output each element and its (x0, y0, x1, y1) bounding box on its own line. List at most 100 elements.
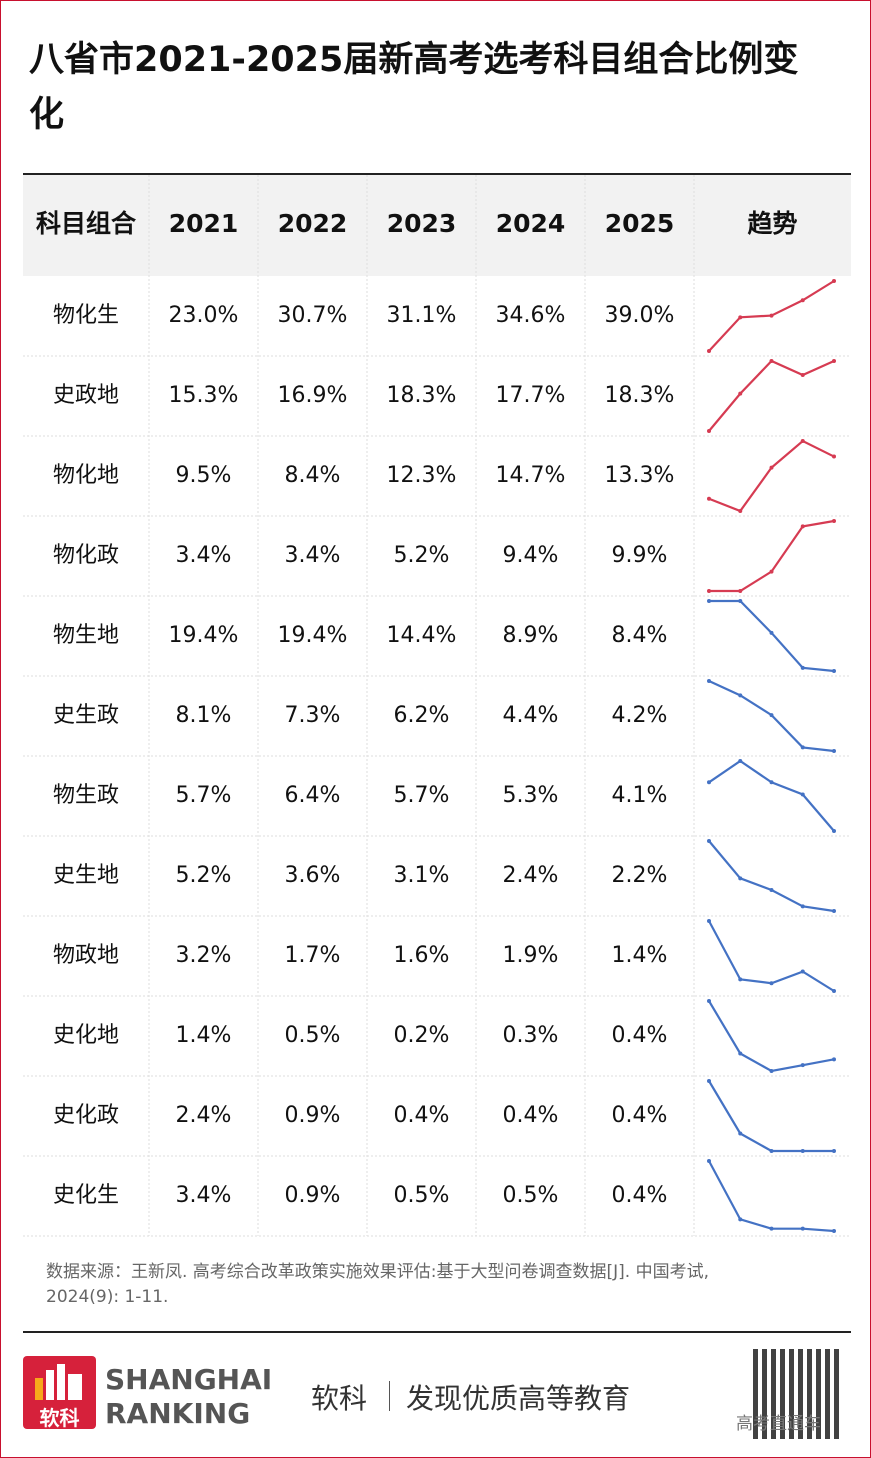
row-label: 史政地 (53, 383, 119, 408)
cell: 3.6% (285, 863, 341, 888)
cell: 9.4% (503, 543, 559, 568)
header-cell: 2025 (605, 209, 675, 238)
sparkline-point (769, 1149, 774, 1153)
header-bg (23, 175, 851, 276)
sparkline-point (738, 1051, 743, 1056)
cell: 1.4% (612, 943, 668, 968)
sparkline-point (707, 780, 711, 785)
cell: 0.3% (503, 1023, 559, 1048)
row-label: 物政地 (53, 943, 119, 968)
cell: 5.2% (394, 543, 450, 568)
cell: 16.9% (278, 383, 348, 408)
header-cell: 2022 (278, 209, 348, 238)
cell: 2.2% (612, 863, 668, 888)
cell: 0.5% (503, 1183, 559, 1208)
sparkline-point (800, 969, 805, 974)
sparkline-point (769, 888, 774, 892)
sparkline-point (800, 792, 805, 797)
sparkline-point (832, 1057, 836, 1062)
sparkline-point (707, 429, 711, 433)
sparkline-point (738, 1217, 743, 1222)
sparkline (709, 599, 835, 673)
sparkline-point (707, 919, 711, 923)
slogan: 发现优质高等教育 (406, 1382, 631, 1415)
sparkline-point (769, 630, 774, 635)
sparkline-point (738, 391, 743, 396)
sparkline-point (738, 509, 743, 513)
row-label: 物生地 (53, 623, 119, 648)
sparkline-point (800, 904, 805, 909)
divider (389, 1381, 390, 1411)
cell: 0.4% (394, 1103, 450, 1128)
sparkline (708, 759, 835, 832)
sparkline-point (832, 909, 836, 913)
title: 八省市2021-2025届新高考选考科目组合比例变化 (29, 40, 799, 135)
sparkline-point (738, 977, 743, 982)
row-label: 物化政 (53, 543, 119, 568)
row-label: 史生地 (53, 863, 119, 888)
sparkline (708, 1000, 835, 1073)
sparkline-point (769, 569, 774, 574)
cell: 9.5% (176, 463, 232, 488)
sparkline-point (832, 279, 836, 283)
sparkline-point (800, 373, 805, 377)
sparkline-point (738, 1131, 743, 1136)
row-label: 物生政 (53, 783, 119, 808)
row-label: 史化地 (53, 1023, 119, 1048)
sparkline-point (707, 349, 711, 353)
sparkline-point (800, 524, 805, 529)
cell: 18.3% (605, 383, 675, 408)
sparkline-point (707, 839, 711, 843)
sparkline-point (800, 665, 805, 670)
cell: 9.9% (612, 543, 668, 568)
cell: 23.0% (169, 303, 239, 328)
sparkline-point (738, 589, 743, 593)
sparkline-point (769, 713, 774, 718)
row-label: 物化地 (53, 463, 119, 488)
cell: 19.4% (169, 623, 239, 648)
cell: 2.4% (503, 863, 559, 888)
sparkline-point (769, 981, 774, 986)
cell: 14.4% (387, 623, 457, 648)
cell: 6.2% (394, 703, 450, 728)
cell: 13.3% (605, 463, 675, 488)
cell: 3.4% (285, 543, 341, 568)
cell: 8.1% (176, 703, 232, 728)
sparkline-point (832, 519, 836, 523)
sparkline-point (832, 454, 836, 459)
logo: 软科 (23, 1356, 96, 1430)
sparkline-point (769, 1226, 774, 1231)
cell: 0.5% (285, 1023, 341, 1048)
cell: 5.7% (176, 783, 232, 808)
cell: 7.3% (285, 703, 341, 728)
cell: 3.4% (176, 1183, 232, 1208)
logo-text: 软科 (39, 1406, 80, 1430)
sparkline (708, 920, 835, 992)
cell: 39.0% (605, 303, 675, 328)
sparkline-point (769, 465, 774, 470)
sparkline-point (800, 1149, 805, 1153)
brand: SHANGHAI (105, 1363, 273, 1396)
cell: 2.4% (176, 1103, 232, 1128)
cell: 0.2% (394, 1023, 450, 1048)
qr-code (753, 1349, 843, 1439)
cell: 5.7% (394, 783, 450, 808)
sparkline-point (707, 999, 711, 1003)
cell: 5.2% (176, 863, 232, 888)
cell: 0.9% (285, 1183, 341, 1208)
sparkline-point (832, 1149, 836, 1153)
cell: 0.4% (612, 1183, 668, 1208)
brand: RANKING (105, 1397, 251, 1430)
sparkline-point (800, 1063, 805, 1068)
header-cell: 科目组合 (36, 209, 137, 238)
cell: 15.3% (169, 383, 239, 408)
sparkline-point (707, 599, 711, 603)
cell: 30.7% (278, 303, 348, 328)
sparkline-point (738, 315, 743, 320)
cell: 1.7% (285, 943, 341, 968)
cell: 12.3% (387, 463, 457, 488)
cell: 17.7% (496, 383, 566, 408)
header-cell: 2023 (387, 209, 457, 238)
